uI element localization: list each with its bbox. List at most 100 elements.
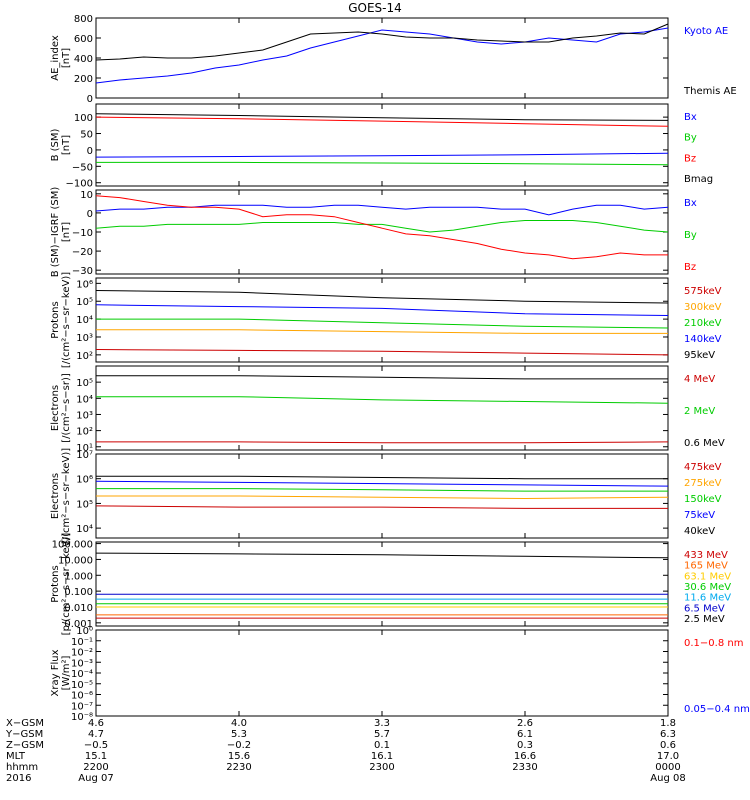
y-tick-label: 0.010 xyxy=(64,603,93,614)
series-line xyxy=(95,220,669,233)
footer-value: 17.0 xyxy=(657,751,679,762)
panel-frame xyxy=(95,277,669,363)
legend-entry: Kyoto AE xyxy=(684,26,728,37)
series-line xyxy=(96,475,668,480)
legend-entry: By xyxy=(684,133,697,144)
y-tick-label: 10⁻⁷ xyxy=(71,701,93,712)
legend-entry: 210keV xyxy=(684,318,722,329)
y-tick-label: 600 xyxy=(74,34,93,45)
panel-frame xyxy=(95,629,669,717)
series-line xyxy=(95,304,669,316)
y-tick-label: 10⁴ xyxy=(76,394,93,405)
y-axis-label: Protons[/(cm²−s−sr−keV)] xyxy=(50,272,72,368)
series-line xyxy=(95,480,669,487)
legend-entry: 150keV xyxy=(684,494,722,505)
series-line xyxy=(95,349,669,356)
series-line xyxy=(95,23,669,61)
footer-row-label: Z−GSM xyxy=(6,740,44,751)
y-tick-label: 0.100 xyxy=(64,587,93,598)
ephemeris-footer: X−GSM 4.6 4.0 3.3 2.6 1.8 Y−GSM 4.7 5.3 5.7 6.1 6.3… xyxy=(5,718,686,784)
legend-entry: 475keV xyxy=(684,462,722,473)
legend-entry: Bz xyxy=(684,153,696,164)
footer-value: 0.3 xyxy=(517,740,533,751)
series-line xyxy=(95,505,668,509)
y-tick-label: 10⁻⁶ xyxy=(71,691,93,702)
legend-entry: 0.05−0.4 nm xyxy=(684,704,750,715)
legend-entry: 0.6 MeV xyxy=(684,438,725,449)
y-tick-label: 10⁴ xyxy=(76,524,93,535)
series-line xyxy=(95,113,669,121)
footer-value: 5.3 xyxy=(231,729,247,740)
y-tick-label: 10⁻¹ xyxy=(71,637,93,648)
legend-entry: Bz xyxy=(684,262,696,273)
legend-entry: 0.1−0.8 nm xyxy=(684,638,743,649)
y-tick-label: 10⁶ xyxy=(76,475,93,486)
panel-protons_low: 10² 10³ 10⁴ 10⁵ 10⁶ Protons[/(cm²−s−sr−keV)] 5… xyxy=(50,272,722,368)
series-line xyxy=(96,396,669,404)
footer-value: 2200 xyxy=(83,762,108,773)
y-tick-label: 100.000 xyxy=(52,540,93,551)
legend-entry: 63.1 MeV xyxy=(684,571,731,582)
footer-row-label: 2016 xyxy=(6,773,31,784)
y-tick-label: 10¹ xyxy=(76,443,93,454)
y-axis-label: AE_index[nT] xyxy=(50,35,72,81)
y-tick-label: 1.000 xyxy=(64,571,93,582)
series-line xyxy=(95,152,669,158)
legend-entry: 2.5 MeV xyxy=(684,614,725,625)
series-line xyxy=(95,27,669,84)
y-tick-label: −50 xyxy=(72,162,93,173)
y-tick-label: 10⁻⁵ xyxy=(71,680,93,691)
y-axis-label: Electrons[/(cm²−s−sr−keV)] xyxy=(50,448,72,544)
series-line xyxy=(96,495,669,500)
y-tick-label: 10² xyxy=(76,351,93,362)
legend-entry: 275keV xyxy=(684,478,722,489)
footer-value: 2.6 xyxy=(517,718,533,729)
series-line xyxy=(95,195,668,260)
y-tick-label: 10⁵ xyxy=(76,499,93,510)
y-tick-label: 10⁻⁴ xyxy=(71,669,93,680)
footer-row-label: Y−GSM xyxy=(5,729,43,740)
footer-value: 6.1 xyxy=(517,729,533,740)
y-tick-label: 10 xyxy=(80,190,93,201)
legend-entry: Bx xyxy=(684,198,697,209)
footer-value: 4.6 xyxy=(88,718,104,729)
series-line xyxy=(96,375,668,380)
footer-value: 2330 xyxy=(512,762,537,773)
footer-value: 0.6 xyxy=(660,740,676,751)
footer-value: Aug 08 xyxy=(650,773,685,784)
legend-entry: 165 MeV xyxy=(684,561,728,572)
legend-entry: 40keV xyxy=(684,526,715,537)
footer-value: 4.0 xyxy=(231,718,247,729)
footer-row-label: MLT xyxy=(6,751,26,762)
legend-entry: 2 MeV xyxy=(684,406,715,417)
legend-entry: Bmag xyxy=(684,174,713,185)
y-tick-label: −30 xyxy=(72,266,93,277)
y-tick-label: 10³ xyxy=(76,333,93,344)
series-line xyxy=(95,552,669,559)
y-axis-label: B (SM)−IGRF (SM)[nT] xyxy=(50,187,72,278)
series-line xyxy=(95,116,669,127)
y-axis-label: Xray Flux[W/m²] xyxy=(50,649,72,696)
panel-bigrf: −30 −20 −10 0 10 B (SM)−IGRF (SM)[nT] Bx By Bz xyxy=(50,187,697,278)
panel-protons_high: 0.001 0.010 0.100 1.000 10.000 100.000Protons… xyxy=(50,533,731,636)
footer-value: 3.3 xyxy=(374,718,390,729)
footer-value: 16.6 xyxy=(514,751,536,762)
y-tick-label: 10.000 xyxy=(58,555,93,566)
footer-value: 16.1 xyxy=(371,751,393,762)
y-axis-label: Protons[p/(cm²−s−sr−keV)] xyxy=(50,533,72,636)
series-line xyxy=(96,161,669,166)
legend-entry: 300keV xyxy=(684,302,722,313)
y-tick-label: −10 xyxy=(72,228,93,239)
y-tick-label: 200 xyxy=(74,74,93,85)
footer-value: 2300 xyxy=(369,762,394,773)
footer-value: 2230 xyxy=(226,762,251,773)
footer-value: 15.6 xyxy=(228,751,250,762)
y-tick-label: 0.001 xyxy=(64,619,93,630)
legend-entry: 4 MeV xyxy=(684,374,715,385)
footer-value: 6.3 xyxy=(660,729,676,740)
